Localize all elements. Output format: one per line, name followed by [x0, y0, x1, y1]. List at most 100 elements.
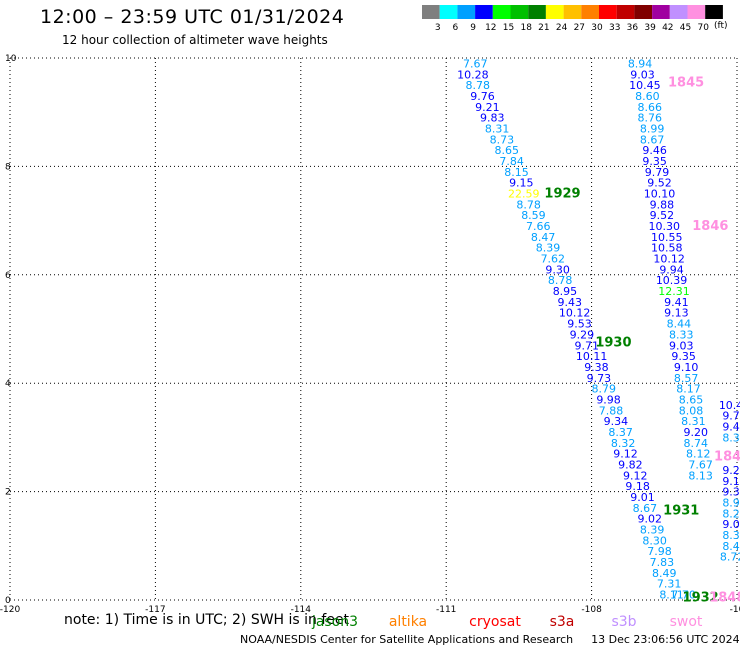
wave-height-value: 9.53: [567, 318, 592, 331]
y-tick-label: 2: [5, 488, 11, 498]
legend-label: 42: [662, 23, 673, 33]
wave-height-value: 9.12: [623, 469, 648, 482]
wave-height-value: 10.30: [649, 220, 681, 233]
wave-height-value: 22.59: [508, 188, 540, 201]
pass-time-label: 1848: [709, 590, 740, 605]
wave-height-value: 10.55: [651, 231, 683, 244]
wave-height-value: 8.66: [638, 101, 663, 114]
wave-height-value: 7.31: [657, 578, 682, 591]
legend-swatch: [705, 5, 723, 19]
legend-label: 12: [485, 23, 496, 33]
wave-height-value: 10.12: [559, 307, 591, 320]
wave-height-value: 8.78: [465, 79, 490, 92]
wave-height-value: 7.98: [647, 545, 672, 558]
wave-height-value: 9.73: [587, 372, 612, 385]
x-tick-label: -114: [291, 605, 312, 615]
wave-height-value: 8.72: [720, 551, 740, 564]
wave-height-value: 9.43: [558, 296, 583, 309]
timestamp: 13 Dec 23:06:56 UTC 2024: [591, 633, 740, 646]
legend-swatch: [563, 5, 582, 19]
wave-height-value: 9.78: [722, 410, 740, 423]
wave-height-value: 8.48: [722, 540, 740, 553]
wave-height-value: 8.33: [669, 328, 694, 341]
legend-swatch: [422, 5, 440, 19]
wave-height-value: 8.11: [659, 589, 684, 602]
wave-height-value: 7.88: [599, 404, 624, 417]
wave-height-value: 9.36: [722, 486, 740, 499]
legend-swatch: [510, 5, 529, 19]
y-tick-label: 8: [5, 162, 11, 172]
wave-height-value: 9.82: [618, 459, 643, 472]
chart-title: 12:00 – 23:59 UTC 01/31/2024: [40, 6, 345, 28]
wave-height-value: 10.28: [457, 68, 489, 81]
wave-height-value: 8.15: [504, 166, 529, 179]
wave-height-value: 8.47: [531, 231, 556, 244]
x-tick-label: -111: [436, 605, 456, 615]
legend-swatch: [652, 5, 670, 19]
wave-height-value: 9.11: [722, 475, 740, 488]
y-tick-label: 6: [5, 271, 11, 281]
wave-height-value: 8.39: [640, 524, 665, 537]
wave-height-value: 10.10: [644, 188, 676, 201]
wave-height-value: 9.15: [509, 177, 534, 190]
wave-height-value: 9.71: [575, 339, 600, 352]
legend-swatch: [616, 5, 635, 19]
pass-time-label: 1847: [714, 449, 740, 464]
legend-swatch: [581, 5, 599, 19]
wave-height-value: 9.30: [545, 263, 570, 276]
legend-label: 9: [470, 23, 476, 33]
y-tick-label: 4: [5, 379, 11, 389]
wave-height-value: 8.31: [485, 122, 510, 135]
wave-height-value: 8.95: [553, 285, 578, 298]
wave-height-value: 7.66: [526, 220, 551, 233]
wave-height-value: 9.41: [664, 296, 689, 309]
wave-height-value: 9.03: [630, 68, 655, 81]
legend-label: 70: [697, 23, 709, 33]
legend-swatch: [439, 5, 458, 19]
wave-height-value: 9.12: [613, 448, 638, 461]
wave-height-value: 9.01: [630, 491, 655, 504]
wave-height-value: 9.13: [664, 307, 689, 320]
legend-label: 30: [591, 23, 603, 33]
wave-height-value: 8.94: [628, 57, 653, 70]
wave-height-value: 10.12: [653, 253, 685, 266]
wave-height-value: 8.39: [536, 242, 561, 255]
wave-height-value: 9.52: [650, 209, 675, 222]
legend-label: 6: [453, 23, 459, 33]
legend-swatch: [475, 5, 493, 19]
wave-height-value: 8.78: [516, 198, 541, 211]
wave-height-value: 9.10: [674, 361, 699, 374]
legend-label: 24: [556, 23, 568, 33]
wave-height-value: 9.29: [722, 464, 740, 477]
wave-height-value: 9.83: [480, 112, 505, 125]
wave-height-value: 8.44: [667, 318, 692, 331]
wave-height-value: 9.35: [671, 350, 696, 363]
legend-swatch: [545, 5, 564, 19]
pass-time-label: 1932: [683, 590, 719, 605]
wave-height-value: 7.62: [541, 253, 566, 266]
wave-height-value: 10.11: [576, 350, 608, 363]
wave-height-value: 8.57: [674, 372, 699, 385]
credit-line: NOAA/NESDIS Center for Satellite Applica…: [240, 633, 740, 646]
legend-label: 15: [503, 23, 514, 33]
wave-height-value: 8.33: [722, 431, 740, 444]
wave-height-value: 7.83: [650, 556, 675, 569]
wave-height-value: 8.65: [495, 144, 520, 157]
wave-height-value: 8.67: [640, 133, 665, 146]
wave-height-value: 8.13: [688, 469, 713, 482]
color-scale-legend: 3 6 9 12 15 18 21 24 27 30 33 36 39 42 45 70: [422, 5, 723, 33]
wave-height-value: 10.58: [651, 242, 683, 255]
wave-height-value: 8.17: [676, 383, 701, 396]
pass-time-label: 1846: [692, 219, 728, 234]
wave-height-value: 7.70: [671, 589, 696, 602]
wave-height-value: 9.52: [647, 177, 672, 190]
legend-swatch: [599, 5, 617, 19]
wave-height-value: 8.37: [608, 426, 633, 439]
wave-height-value: 8.65: [679, 393, 704, 406]
wave-height-value: 8.59: [521, 209, 546, 222]
legend-swatch: [669, 5, 688, 19]
wave-height-value: 7.67: [463, 57, 488, 70]
wave-height-value: 10.40: [719, 399, 740, 412]
legend-swatch: [687, 5, 706, 19]
